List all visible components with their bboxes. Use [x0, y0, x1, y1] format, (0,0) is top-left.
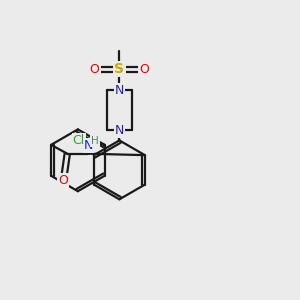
Text: H: H	[91, 136, 99, 146]
Text: S: S	[114, 62, 124, 76]
Text: Cl: Cl	[73, 134, 85, 147]
Text: N: N	[84, 139, 93, 152]
Text: O: O	[58, 174, 68, 187]
Text: O: O	[90, 63, 100, 76]
Text: N: N	[115, 84, 124, 97]
Text: N: N	[115, 124, 124, 136]
Text: O: O	[139, 63, 149, 76]
